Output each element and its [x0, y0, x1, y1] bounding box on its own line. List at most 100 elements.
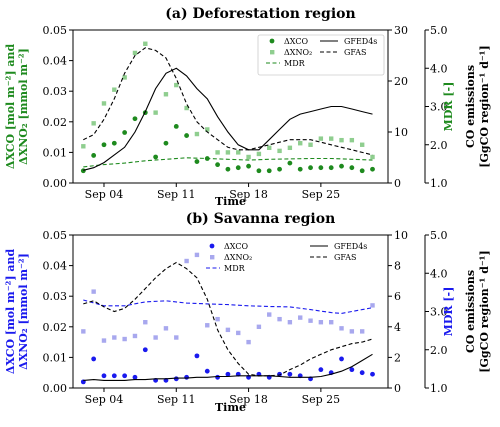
dxno2-point	[267, 312, 272, 317]
dxno2-point	[277, 316, 282, 322]
right-axis-label-line1: CO emissions	[464, 270, 477, 353]
left-axis-label-line1: ΔXCO [mol m⁻²] and	[4, 249, 17, 375]
x-tick-label: Sep 11	[157, 188, 196, 201]
right-tick-label: 10	[394, 126, 408, 139]
x-tick-label: Sep 04	[85, 393, 124, 406]
gfed4s-line	[83, 67, 373, 171]
dxco-point	[308, 165, 313, 171]
dxno2-point	[370, 154, 375, 160]
dxco-point	[225, 166, 231, 172]
dxno2-point	[339, 326, 344, 331]
left-tick-label: 0.03	[43, 290, 68, 303]
dxno2-point	[236, 150, 241, 155]
x-axis-label: Time	[215, 401, 246, 414]
x-axis-label: Time	[215, 195, 246, 208]
dxno2-point	[194, 252, 200, 258]
left-tick-label: 0.00	[43, 177, 68, 190]
gfas-line	[83, 261, 373, 377]
dxco-point	[318, 165, 324, 171]
dxco-point	[215, 374, 220, 380]
legend-dxno2-marker	[210, 255, 215, 260]
dxco-point	[111, 373, 117, 379]
mdr-line	[83, 157, 373, 168]
dxco-point	[339, 163, 344, 169]
mdr-line	[83, 299, 373, 314]
dxno2-point	[287, 320, 293, 325]
left-tick-label: 0.00	[43, 382, 68, 395]
dxco-point	[91, 356, 97, 362]
dxno2-point	[328, 320, 334, 325]
dxco-point	[194, 353, 200, 359]
left-axis-label-line1: ΔXCO [mol m⁻²] and	[4, 44, 17, 170]
dxno2-point	[174, 82, 179, 88]
dxno2-point	[91, 121, 96, 126]
dxno2-point	[81, 329, 86, 334]
mdr-axis-label: MDR [-]	[442, 287, 455, 337]
mdr-tick-label: 3.0	[430, 101, 448, 114]
x-tick-label: Sep 18	[229, 393, 268, 406]
dxco-point	[122, 373, 128, 379]
chart-panel-a: (a) Deforestation region 0.00 0.01 0.02 0.03…	[4, 6, 491, 208]
dxno2-point	[143, 41, 148, 46]
legend-gfed-label: GFED4s	[334, 242, 367, 251]
dxco-point	[184, 374, 190, 380]
left-axis-label-line2: ΔXNO₂ [mmol m⁻²]	[17, 48, 30, 165]
chart-title: (a) Deforestation region	[165, 6, 355, 22]
dxno2-point	[236, 330, 241, 336]
dxco-point	[359, 370, 365, 376]
left-tick-label: 0.04	[43, 55, 68, 68]
dxco-point	[91, 153, 97, 158]
x-tick-label: Sep 25	[302, 188, 341, 201]
dxco-point	[339, 356, 344, 362]
left-tick-label: 0.02	[43, 116, 68, 129]
dxco-point	[349, 165, 355, 171]
mdr-tick-label: 1.0	[430, 177, 448, 190]
legend-gfas-label: GFAS	[334, 253, 357, 262]
plot-area	[80, 252, 375, 385]
dxno2-point	[318, 136, 324, 141]
left-tick-label: 0.04	[43, 260, 68, 273]
right-tick-label: 20	[394, 75, 408, 88]
dxco-point	[122, 130, 128, 135]
left-tick-label: 0.01	[43, 146, 68, 159]
mdr-axis-label: MDR [-]	[442, 82, 455, 132]
dxco-point	[173, 376, 179, 382]
dxno2-point	[122, 336, 127, 342]
dxno2-point	[370, 303, 375, 308]
dxco-point	[101, 373, 107, 379]
dxco-point	[370, 371, 375, 377]
legend: ΔXCO ΔXNO₂ MDR GFED4s GFAS	[206, 242, 367, 273]
dxno2-point	[194, 131, 200, 137]
dxno2-point	[91, 289, 96, 294]
x-tick-label: Sep 25	[302, 393, 341, 406]
dxno2-point	[277, 148, 282, 154]
gfed4s-line	[83, 353, 373, 381]
mdr-tick-label: 4.0	[430, 267, 448, 280]
mdr-tick-label: 4.0	[430, 62, 448, 75]
right-axis-label-line1: CO emissions	[464, 65, 477, 148]
plot-area	[80, 41, 375, 174]
legend-gfed-label: GFED4s	[344, 37, 377, 46]
chart-panel-b: (b) Savanna region 0.00 0.01 0.02 0.03 0.04 0.…	[4, 211, 491, 414]
dxno2-point	[205, 127, 210, 132]
dxco-point	[153, 154, 159, 160]
dxco-point	[318, 367, 324, 373]
dxno2-point	[153, 110, 158, 115]
dxco-point	[111, 140, 117, 146]
dxno2-point	[174, 335, 179, 340]
legend-gfas-label: GFAS	[344, 48, 367, 57]
dxno2-point	[81, 144, 86, 149]
dxco-point	[359, 168, 365, 174]
left-tick-label: 0.05	[43, 24, 68, 37]
dxno2-point	[246, 154, 251, 160]
dxco-point	[132, 116, 138, 122]
right-tick-label: 0	[394, 382, 401, 395]
dxco-point	[328, 165, 334, 171]
dxco-point	[297, 166, 303, 172]
dxno2-point	[184, 258, 189, 264]
dxno2-point	[256, 324, 262, 329]
dxno2-point	[112, 335, 117, 340]
dxco-point	[132, 374, 138, 380]
legend-mdr-label: MDR	[284, 59, 306, 68]
dxno2-point	[298, 141, 303, 146]
